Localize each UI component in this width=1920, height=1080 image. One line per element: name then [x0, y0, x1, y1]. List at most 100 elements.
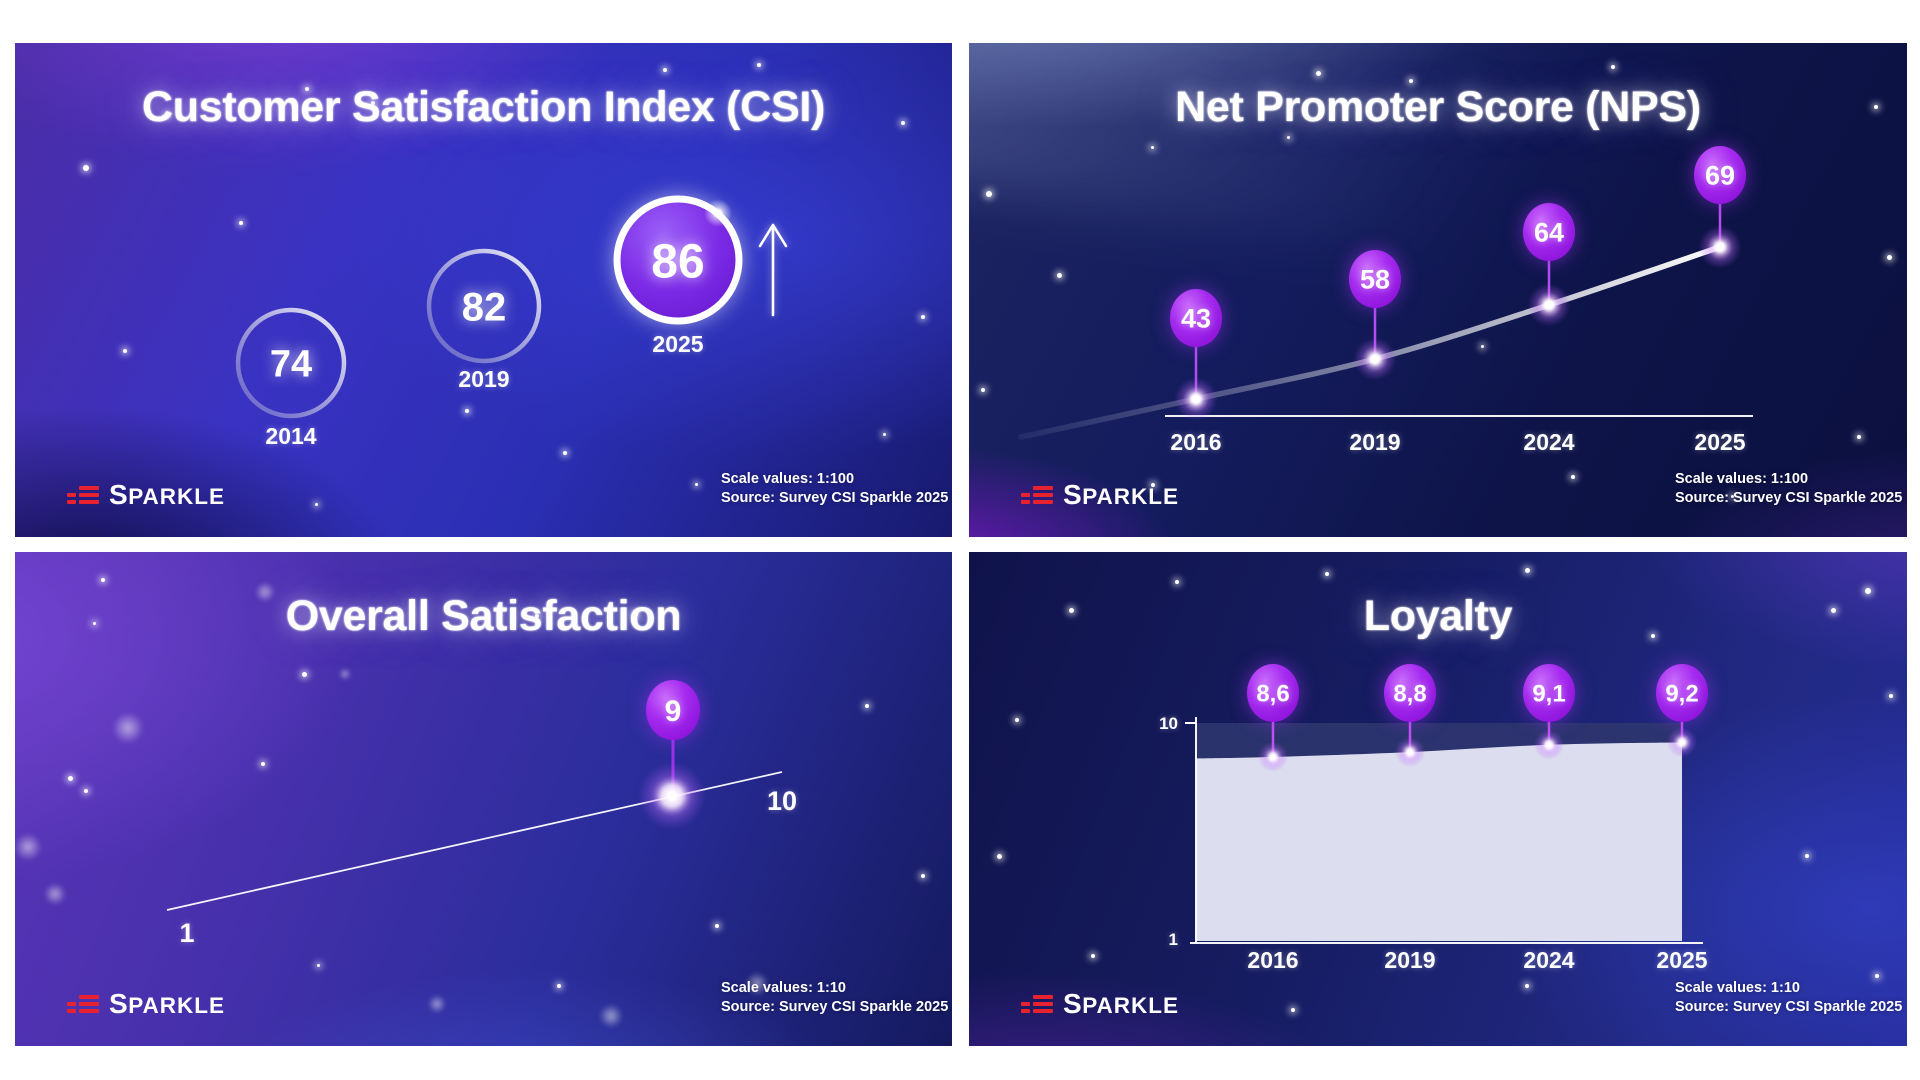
star — [1525, 984, 1529, 988]
panel-footer: Scale values: 1:100 Source: Survey CSI S… — [1675, 470, 1902, 508]
glow-point-core — [1543, 299, 1555, 311]
bokeh-glow — [255, 582, 275, 602]
star — [1865, 588, 1871, 594]
value-balloon — [1523, 203, 1575, 261]
star — [715, 924, 719, 928]
star — [921, 874, 925, 878]
year-label: 2025 — [1694, 429, 1745, 455]
star — [123, 349, 127, 353]
star — [1091, 954, 1095, 958]
glow-point-core — [1406, 748, 1414, 756]
csi-circle-highlight — [613, 195, 743, 325]
panel-title: Net Promoter Score (NPS) — [1175, 83, 1701, 131]
star — [997, 854, 1002, 859]
star — [695, 483, 698, 486]
star — [865, 704, 869, 708]
star — [986, 191, 992, 197]
y-tick-label: 10 — [1159, 714, 1178, 733]
star — [1151, 483, 1155, 487]
panel-overall-satisfaction: Overall Satisfaction 1 10 9 SPARKLE Scale … — [15, 552, 952, 1046]
panel-title: Loyalty — [1363, 592, 1513, 640]
sparkle-logo: SPARKLE — [67, 990, 225, 1018]
y-tick-label: 1 — [1169, 930, 1178, 949]
sparkle-logo-icon — [1021, 485, 1053, 505]
source-note: Source: Survey CSI Sparkle 2025 — [1675, 999, 1903, 1015]
balloon-value-label: 9,1 — [1532, 681, 1565, 708]
sparkle-logo-text: SPARKLE — [109, 479, 226, 510]
panel-csi: Customer Satisfaction Index (CSI) 74 2014… — [15, 43, 952, 537]
balloon-value-label: 43 — [1181, 304, 1211, 334]
star — [83, 165, 89, 171]
year-label: 2019 — [458, 366, 509, 392]
star — [1831, 608, 1836, 613]
nps-chart: 43 2016 58 2019 64 2024 69 2025 — [1018, 146, 1753, 455]
sparkle-logo-text: SPARKLE — [1063, 988, 1180, 1019]
panel-title: Customer Satisfaction Index (CSI) — [142, 83, 825, 131]
loyalty-chart: 10 1 8,6 2016 8,8 2019 9,1 2024 9,2 2025 — [1159, 664, 1708, 973]
scale-note: Scale values: 1:10 — [721, 980, 846, 996]
star — [101, 578, 105, 582]
bokeh-glow — [428, 995, 446, 1013]
star — [68, 776, 73, 781]
csi-circle — [235, 307, 347, 419]
star — [239, 221, 243, 225]
panel-footer: Scale values: 1:10 Source: Survey CSI Sp… — [721, 979, 948, 1017]
star — [1151, 146, 1154, 149]
star — [1731, 495, 1734, 498]
star — [1525, 568, 1530, 573]
star — [305, 87, 309, 91]
star — [302, 672, 307, 677]
balloon-value-label: 69 — [1705, 161, 1735, 191]
scale-note: Scale values: 1:10 — [1675, 980, 1800, 996]
star — [921, 315, 925, 319]
glow-point-core — [1369, 353, 1381, 365]
star — [1316, 71, 1321, 76]
star — [317, 964, 320, 967]
year-label: 2016 — [1170, 429, 1221, 455]
value-balloon — [1247, 664, 1299, 722]
sparkle-logo-text: SPARKLE — [109, 988, 226, 1019]
star — [371, 101, 375, 105]
star — [563, 451, 567, 455]
value-balloon — [1656, 664, 1708, 722]
value-balloon — [646, 680, 700, 740]
value-balloon — [1170, 289, 1222, 347]
balloon-value-label: 8,8 — [1393, 681, 1426, 708]
scale-note: Scale values: 1:100 — [1675, 471, 1809, 487]
star — [1481, 345, 1484, 348]
star — [1805, 854, 1809, 858]
year-label: 2024 — [1523, 429, 1574, 455]
star — [1887, 255, 1892, 260]
star — [1874, 105, 1878, 109]
bokeh-glow — [599, 1004, 623, 1028]
star — [1287, 136, 1290, 139]
star — [535, 614, 539, 618]
csi-value-label: 86 — [651, 235, 704, 288]
glow-point-core — [1190, 393, 1202, 405]
sparkle-logo-icon — [1021, 994, 1053, 1014]
csi-chart: 74 2014 82 2019 86 2025 — [235, 195, 788, 449]
star — [84, 789, 88, 793]
source-note: Source: Survey CSI Sparkle 2025 — [721, 490, 949, 506]
sparkle-logo: SPARKLE — [1021, 481, 1179, 509]
glow-point-core — [666, 790, 678, 802]
csi-circle — [426, 248, 542, 364]
star — [1175, 580, 1179, 584]
star — [465, 409, 469, 413]
scale-max-label: 10 — [767, 786, 797, 816]
star — [1409, 79, 1413, 83]
star — [1069, 608, 1074, 613]
star — [1571, 475, 1575, 479]
star — [633, 612, 638, 617]
bokeh-glow — [745, 972, 769, 996]
year-label: 2025 — [652, 331, 703, 357]
value-balloon — [1523, 664, 1575, 722]
star — [663, 68, 667, 72]
star — [1875, 974, 1879, 978]
sparkle-logo-icon — [67, 994, 99, 1014]
glow-point-core — [1714, 241, 1726, 253]
balloon-value-label: 9 — [665, 695, 682, 728]
overall-satisfaction-chart: 1 10 9 — [166, 680, 797, 948]
year-label: 2025 — [1656, 947, 1707, 973]
star — [557, 984, 561, 988]
